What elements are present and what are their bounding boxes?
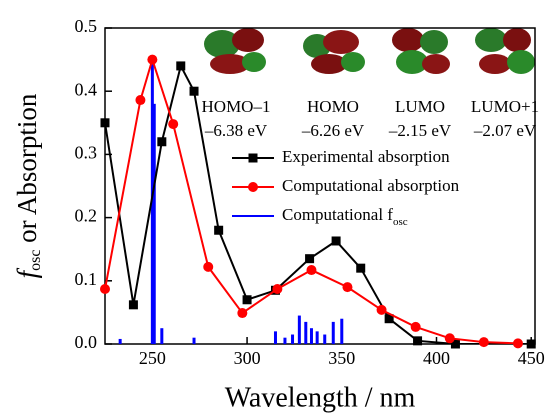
annotation: LUMO <box>395 97 445 116</box>
x-tick-label: 350 <box>328 348 355 368</box>
marker <box>176 61 185 70</box>
marker <box>100 284 110 294</box>
marker <box>214 226 223 235</box>
marker <box>479 337 489 347</box>
marker <box>129 300 138 309</box>
x-tick-label: 300 <box>234 348 261 368</box>
marker <box>243 295 252 304</box>
osc-bar <box>274 331 277 344</box>
legend-label: Computational absorption <box>282 176 460 195</box>
marker <box>306 265 316 275</box>
y-tick-label: 0.3 <box>75 143 98 163</box>
marker <box>157 137 166 146</box>
y-axis-title: fosc or Absorption <box>12 93 43 278</box>
osc-bar <box>160 328 163 344</box>
osc-bar <box>323 335 326 344</box>
legend-label-sub: osc <box>393 216 408 228</box>
orbital-images <box>204 28 535 74</box>
annotation: –2.15 eV <box>388 121 452 140</box>
annotation: –6.26 eV <box>301 121 365 140</box>
y-tick-label: 0.2 <box>75 206 98 226</box>
marker <box>356 264 365 273</box>
osc-bar <box>298 316 301 344</box>
osc-bar <box>193 338 196 344</box>
y-axis-title-rest: or Absorption <box>12 93 42 250</box>
osc-bar <box>283 338 286 344</box>
marker <box>413 336 422 345</box>
osc-bar <box>310 328 313 344</box>
y-tick-label: 0.1 <box>75 269 98 289</box>
osc-bar <box>153 104 156 344</box>
chart: Wavelength / nm fosc or Absorption 0.0 0.… <box>0 0 558 418</box>
legend-label: Computational fosc <box>282 205 408 228</box>
marker <box>147 55 157 65</box>
marker <box>445 333 455 343</box>
osc-bar <box>291 335 294 344</box>
osc-bar <box>340 319 343 344</box>
y-axis-title-sub: osc <box>27 250 44 271</box>
annotation: –2.07 eV <box>473 121 537 140</box>
annotation: LUMO+1 <box>471 97 539 116</box>
marker <box>101 118 110 127</box>
marker <box>527 340 536 349</box>
marker <box>305 254 314 263</box>
legend-label-name: Computational f <box>282 205 393 224</box>
legend-label: Experimental absorption <box>282 147 450 166</box>
osc-bar <box>119 339 122 344</box>
y-tick-label: 0.4 <box>75 79 98 99</box>
marker <box>248 182 258 192</box>
marker <box>332 236 341 245</box>
marker <box>272 284 282 294</box>
osc-bar <box>304 322 307 344</box>
marker <box>411 322 421 332</box>
marker <box>135 95 145 105</box>
marker <box>377 305 387 315</box>
marker <box>513 338 523 348</box>
osc-bar <box>316 331 319 344</box>
osc-bar <box>332 322 335 344</box>
x-tick-label: 450 <box>518 348 545 368</box>
marker <box>342 282 352 292</box>
y-tick-label: 0.0 <box>75 332 98 352</box>
x-tick-label: 400 <box>423 348 450 368</box>
marker <box>237 308 247 318</box>
y-tick-label: 0.5 <box>75 16 98 36</box>
annotation: HOMO–1 <box>202 97 271 116</box>
marker <box>249 154 258 163</box>
marker <box>190 87 199 96</box>
marker <box>203 262 213 272</box>
marker <box>168 119 178 129</box>
annotation: –6.38 eV <box>204 121 268 140</box>
x-axis-title: Wavelength / nm <box>225 382 416 413</box>
annotation: HOMO <box>307 97 359 116</box>
x-tick-label: 250 <box>139 348 166 368</box>
